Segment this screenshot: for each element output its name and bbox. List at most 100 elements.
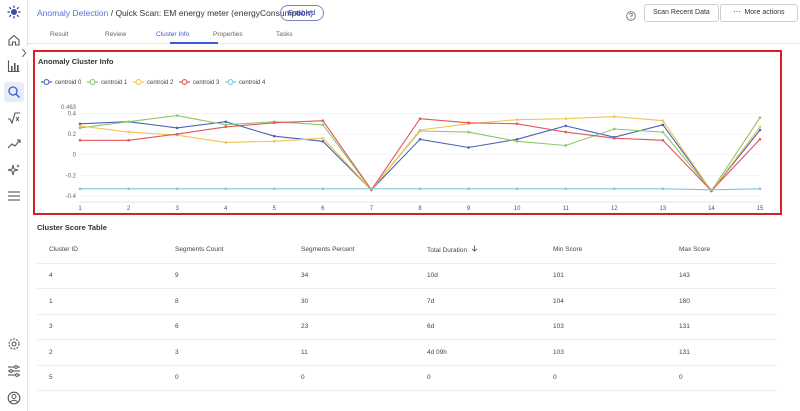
column-header-total-duration[interactable]: Total Duration bbox=[415, 237, 541, 264]
table-cell: 11 bbox=[289, 339, 415, 366]
data-point bbox=[758, 128, 762, 132]
legend-entry: centroid 2 bbox=[147, 80, 174, 86]
table-cell: 10d bbox=[415, 263, 541, 289]
table-row[interactable]: 4 9 34 10d 101 143 bbox=[37, 263, 777, 289]
chart-title: Anomaly Cluster Info bbox=[38, 57, 114, 66]
table-cell: 143 bbox=[667, 263, 777, 289]
anomaly-cluster-info-panel: Anomaly Cluster Info -0.4 -0.2 0 0.2 0.4 0.46… bbox=[33, 50, 782, 215]
table-cell: 1 bbox=[37, 288, 163, 315]
user-icon[interactable] bbox=[4, 388, 24, 408]
data-point bbox=[418, 117, 422, 120]
table-cell: 131 bbox=[667, 314, 777, 340]
table-cell: 6d bbox=[415, 314, 541, 340]
table-cell: 0 bbox=[415, 365, 541, 391]
trend-icon[interactable] bbox=[4, 134, 24, 154]
search-icon[interactable] bbox=[4, 82, 24, 102]
data-point bbox=[612, 187, 616, 191]
chevron-right-icon[interactable] bbox=[18, 46, 30, 60]
data-point bbox=[224, 141, 228, 144]
more-actions-label: More actions bbox=[744, 9, 785, 16]
data-point bbox=[272, 140, 276, 143]
table-header-row: Cluster ID Segments Count Segments Perce… bbox=[37, 237, 777, 264]
help-icon[interactable] bbox=[626, 8, 636, 21]
column-header-segments-percent[interactable]: Segments Percent bbox=[289, 237, 415, 264]
table-cell: 131 bbox=[667, 339, 777, 366]
more-actions-button[interactable]: ⋯ More actions bbox=[720, 4, 798, 22]
logo-icon[interactable] bbox=[4, 2, 24, 22]
data-point bbox=[272, 134, 276, 138]
table-row[interactable]: 3 6 23 6d 103 131 bbox=[37, 314, 777, 340]
data-point bbox=[758, 116, 762, 119]
data-point bbox=[175, 126, 179, 130]
home-icon[interactable] bbox=[4, 30, 24, 50]
data-point bbox=[418, 128, 422, 132]
data-point bbox=[564, 124, 568, 128]
data-point bbox=[661, 119, 665, 123]
menu-icon[interactable] bbox=[4, 186, 24, 206]
table-row[interactable]: 2 3 11 4d 09h 103 131 bbox=[37, 339, 777, 366]
gear-icon[interactable] bbox=[4, 334, 24, 354]
data-point bbox=[78, 122, 82, 126]
data-point bbox=[758, 137, 762, 141]
cluster-score-table-title: Cluster Score Table bbox=[37, 223, 107, 232]
legend-entry: centroid 3 bbox=[193, 80, 220, 86]
tab-tasks[interactable]: Tasks bbox=[276, 31, 293, 38]
data-point bbox=[515, 118, 519, 121]
x-tick-label: 12 bbox=[611, 206, 618, 212]
data-point bbox=[224, 123, 228, 127]
data-point bbox=[321, 123, 325, 127]
breadcrumb-link-anomaly-detection[interactable]: Anomaly Detection bbox=[37, 8, 109, 18]
tab-cluster-info[interactable]: Cluster Info bbox=[156, 31, 190, 38]
legend-entry: centroid 1 bbox=[101, 80, 128, 86]
data-point bbox=[175, 132, 179, 136]
data-point bbox=[661, 130, 665, 134]
tab-bar: Result Review Cluster Info Properties Ta… bbox=[28, 28, 800, 44]
table-cell: 103 bbox=[541, 314, 667, 340]
x-tick-label: 7 bbox=[370, 206, 374, 212]
data-point bbox=[224, 120, 228, 124]
x-tick-label: 8 bbox=[418, 206, 422, 212]
x-tick-label: 11 bbox=[563, 206, 570, 212]
column-header-min-score[interactable]: Min Score bbox=[541, 237, 667, 264]
page-title: Quick Scan: EM energy meter (energyConsu… bbox=[115, 8, 313, 18]
x-tick-label: 2 bbox=[127, 206, 131, 212]
sidebar bbox=[0, 0, 30, 411]
data-point bbox=[515, 140, 519, 143]
data-point bbox=[758, 125, 762, 129]
ellipsis-icon: ⋯ bbox=[733, 9, 741, 16]
data-point bbox=[321, 140, 325, 143]
data-point bbox=[78, 124, 82, 128]
sqrt-icon[interactable] bbox=[4, 108, 24, 128]
table-cell: 0 bbox=[289, 365, 415, 391]
arrow-down-icon[interactable] bbox=[471, 245, 478, 254]
data-point bbox=[127, 130, 130, 134]
legend-marker bbox=[181, 79, 188, 85]
column-header-segments-count[interactable]: Segments Count bbox=[163, 237, 289, 264]
table-cell: 7d bbox=[415, 288, 541, 315]
legend-marker bbox=[89, 79, 96, 85]
x-tick-label: 14 bbox=[708, 206, 715, 212]
data-point bbox=[321, 119, 325, 123]
tab-result[interactable]: Result bbox=[50, 31, 69, 38]
sparkle-icon[interactable] bbox=[4, 160, 24, 180]
tab-properties[interactable]: Properties bbox=[213, 31, 243, 38]
data-point bbox=[758, 187, 762, 191]
tab-review[interactable]: Review bbox=[105, 31, 127, 38]
y-max-label: 0.463 bbox=[61, 105, 77, 111]
x-tick-label: 9 bbox=[467, 206, 471, 212]
table-cell: 103 bbox=[541, 339, 667, 366]
column-header-total-duration-label: Total Duration bbox=[427, 247, 468, 255]
bar-chart-icon[interactable] bbox=[4, 56, 24, 76]
data-point bbox=[418, 187, 422, 191]
x-tick-label: 4 bbox=[224, 206, 228, 212]
scan-recent-data-button[interactable]: Scan Recent Data bbox=[644, 4, 719, 22]
data-point bbox=[467, 146, 470, 149]
table-row[interactable]: 1 8 30 7d 104 180 bbox=[37, 288, 777, 315]
active-tab-indicator bbox=[170, 42, 218, 44]
column-header-max-score[interactable]: Max Score bbox=[667, 237, 777, 264]
x-tick-label: 10 bbox=[514, 206, 521, 212]
table-cell: 2 bbox=[37, 339, 163, 366]
column-header-cluster-id[interactable]: Cluster ID bbox=[37, 237, 163, 264]
sliders-icon[interactable] bbox=[4, 361, 24, 381]
